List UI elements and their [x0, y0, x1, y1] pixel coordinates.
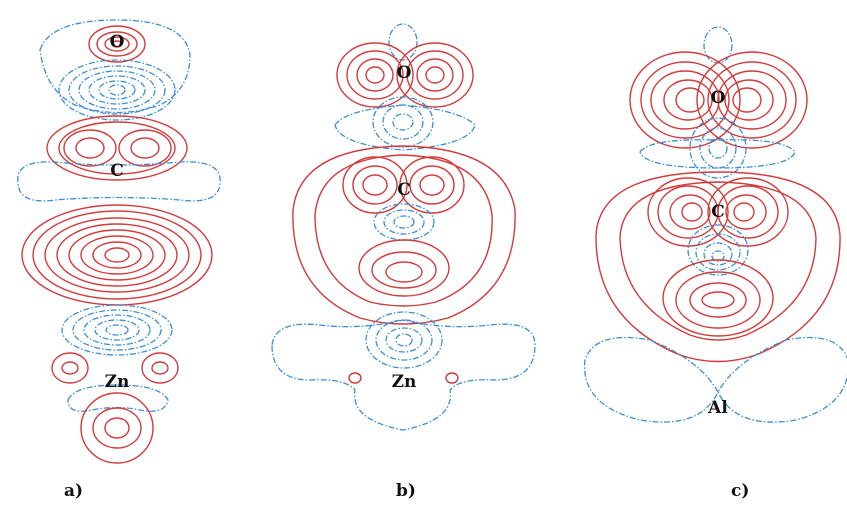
panel-c-blue-lobe-1 — [689, 117, 747, 179]
panel-c-atom-c: C — [711, 202, 725, 222]
panel-b-zn-wings — [271, 319, 536, 431]
panel-c-label: c) — [731, 481, 749, 501]
panel-c-outer-envelope — [595, 171, 841, 363]
panel-c-atom-o: O — [711, 88, 726, 108]
panel-c-blue-teardrop — [687, 224, 749, 276]
panel-a-blue-lobe-2 — [61, 304, 173, 356]
panel-c-lower-red — [662, 259, 774, 337]
panel-c-c-lobes — [647, 177, 789, 247]
panel-a-c-lobe — [46, 115, 188, 181]
panel-a-big-red-lobe — [21, 204, 213, 306]
panel-c-o-lobes — [629, 51, 808, 149]
panel-a-atom-o: O — [110, 32, 125, 52]
panel-a: O C Zn — [17, 19, 221, 464]
panel-b-zn-side-lobes — [348, 372, 459, 384]
panel-b: O C Zn — [271, 23, 536, 431]
panel-b-blue-lobe-2 — [365, 311, 443, 369]
panel-c: O C Al — [584, 26, 847, 423]
panel-b-blue-lobe-1 — [372, 96, 434, 148]
panel-a-atom-zn: Zn — [105, 372, 130, 392]
panel-a-zn-side-lobes — [51, 352, 179, 384]
panel-a-atom-c: C — [110, 161, 124, 181]
panel-c-blue-wings — [639, 139, 796, 169]
panel-a-outer-blue-crescent — [39, 19, 191, 114]
panel-a-blue-lobe-1 — [58, 59, 176, 121]
panel-a-o-lobe — [88, 25, 146, 63]
panel-b-outer-envelope — [292, 145, 516, 325]
panel-b-o-lobes — [336, 42, 474, 108]
panel-c-atom-al: Al — [707, 398, 728, 418]
panel-b-blue-wings — [334, 104, 476, 151]
panel-b-blue-teardrop — [373, 203, 435, 241]
panel-b-label: b) — [396, 481, 416, 501]
panel-b-c-lobes — [342, 156, 465, 214]
panel-b-atom-zn: Zn — [392, 372, 417, 392]
panel-b-atom-c: C — [397, 180, 411, 200]
panel-b-top-blue — [388, 23, 418, 61]
panel-b-outer-envelope-2 — [314, 154, 493, 307]
panel-a-label: a) — [64, 481, 83, 501]
panel-b-atom-o: O — [397, 63, 412, 83]
panel-c-outer-envelope-2 — [619, 181, 817, 341]
panel-c-top-blue — [703, 26, 733, 64]
panel-b-lower-red — [358, 239, 450, 297]
panel-a-blue-under-zn — [67, 384, 169, 412]
panel-a-bottom-lobe — [80, 392, 154, 464]
